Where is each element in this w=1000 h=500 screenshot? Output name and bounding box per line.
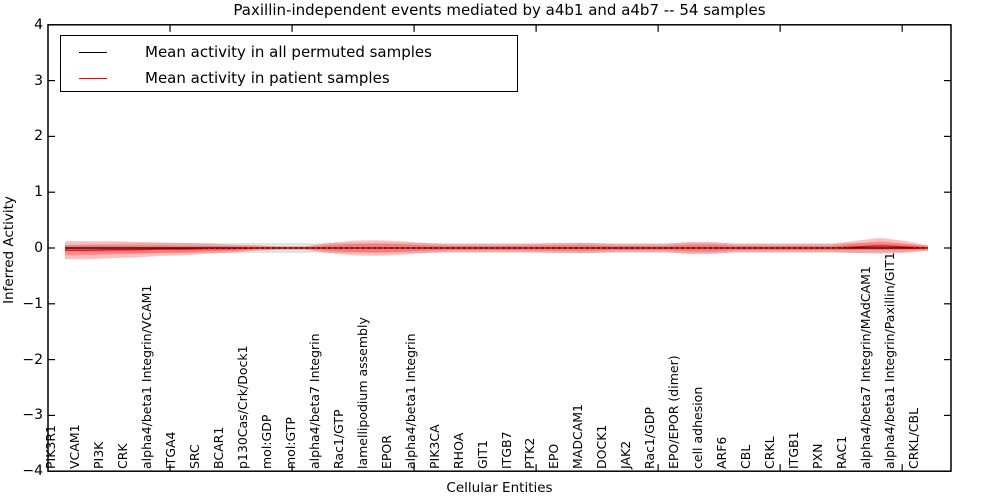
x-axis-label: Cellular Entities bbox=[446, 480, 553, 496]
x-category-label: mol:GTP bbox=[282, 417, 298, 469]
y-tick-label: −2 bbox=[22, 351, 43, 368]
x-category-label: PIK3R1 bbox=[43, 424, 58, 469]
x-category-label: lamellipodium assembly bbox=[354, 317, 370, 469]
permuted-line-swatch-icon bbox=[79, 51, 107, 53]
patient-line-swatch-icon bbox=[79, 77, 107, 79]
x-category-label: CRK bbox=[114, 443, 130, 469]
x-category-label: Rac1/GDP bbox=[642, 407, 658, 469]
y-tick-label: −3 bbox=[22, 407, 43, 424]
x-category-label: ARF6 bbox=[714, 436, 730, 469]
x-category-label: cell adhesion bbox=[690, 386, 706, 469]
x-category-label: alpha4/beta7 Integrin/MAdCAM1 bbox=[858, 266, 874, 469]
legend-item: Mean activity in patient samples bbox=[61, 65, 517, 91]
legend-item: Mean activity in all permuted samples bbox=[61, 39, 517, 65]
x-category-label: alpha4/beta1 Integrin/Paxillin/GIT1 bbox=[882, 252, 897, 469]
y-tick-label: −1 bbox=[22, 295, 43, 312]
x-category-label: RAC1 bbox=[834, 435, 850, 469]
x-category-label: alpha4/beta1 Integrin bbox=[402, 333, 418, 469]
x-category-label: MADCAM1 bbox=[570, 404, 586, 469]
x-category-label: CRKL bbox=[762, 436, 778, 469]
x-category-label: alpha4/beta7 Integrin bbox=[306, 333, 322, 469]
x-category-label: CBL bbox=[738, 444, 754, 469]
x-category-label: ITGB1 bbox=[786, 431, 802, 469]
legend-label: Mean activity in all permuted samples bbox=[145, 43, 432, 61]
x-category-label: RHOA bbox=[450, 432, 466, 469]
x-category-label: CRKL/CBL bbox=[906, 407, 921, 469]
x-category-label: PXN bbox=[810, 443, 826, 469]
x-category-label: VCAM1 bbox=[67, 424, 82, 469]
x-category-label: ITGA4 bbox=[162, 431, 178, 469]
x-category-label: JAK2 bbox=[618, 440, 634, 469]
x-category-label: PIK3CA bbox=[426, 424, 442, 469]
x-category-label: Rac1/GTP bbox=[330, 409, 346, 469]
y-tick-label: 1 bbox=[34, 184, 43, 201]
legend-label: Mean activity in patient samples bbox=[145, 69, 390, 87]
x-category-label: BCAR1 bbox=[210, 426, 226, 469]
x-category-label: SRC bbox=[186, 444, 202, 469]
y-tick-label: 4 bbox=[34, 16, 43, 33]
x-category-label: alpha4/beta1 Integrin/VCAM1 bbox=[138, 284, 154, 469]
x-category-label: DOCK1 bbox=[594, 424, 610, 469]
x-category-label: EPO/EPOR (dimer) bbox=[666, 355, 682, 469]
x-category-label: p130Cas/Crk/Dock1 bbox=[234, 345, 250, 469]
x-category-label: mol:GDP bbox=[258, 414, 274, 469]
y-tick-label: 3 bbox=[34, 72, 43, 89]
chart-title: Paxillin-independent events mediated by … bbox=[233, 1, 766, 19]
x-category-label: ITGB7 bbox=[498, 431, 514, 469]
x-category-label: PI3K bbox=[90, 441, 106, 469]
x-category-label: EPO bbox=[546, 443, 562, 469]
y-tick-label: 2 bbox=[34, 128, 43, 145]
x-category-label: GIT1 bbox=[474, 440, 490, 469]
y-tick-label: 0 bbox=[34, 240, 43, 256]
y-tick-label: −4 bbox=[22, 463, 43, 480]
x-category-label: EPOR bbox=[378, 435, 394, 469]
legend: Mean activity in all permuted samples Me… bbox=[60, 35, 518, 92]
x-category-label: PTK2 bbox=[522, 437, 538, 469]
